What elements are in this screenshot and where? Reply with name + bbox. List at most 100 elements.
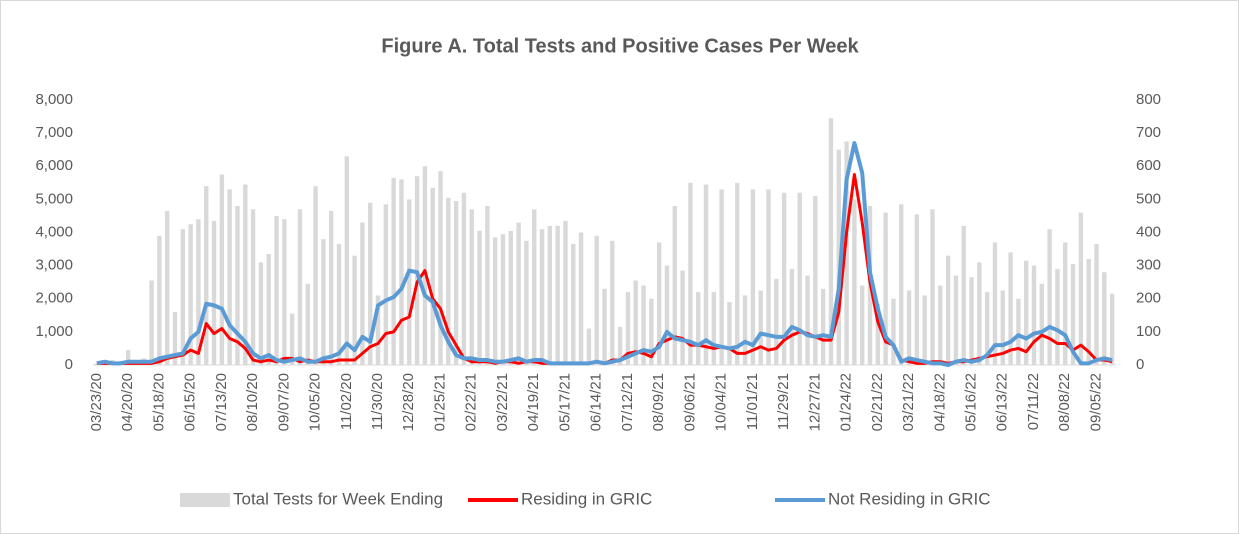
x-tick-label: 09/06/21 bbox=[681, 373, 698, 431]
x-tick-label: 01/24/22 bbox=[838, 373, 855, 431]
bar bbox=[453, 201, 459, 365]
bar bbox=[610, 240, 615, 365]
bar bbox=[758, 290, 763, 365]
x-tick-label: 07/11/22 bbox=[1025, 373, 1042, 430]
bar bbox=[547, 225, 553, 365]
bar bbox=[422, 166, 428, 365]
bar bbox=[1094, 244, 1099, 365]
bar bbox=[297, 209, 303, 365]
bar bbox=[360, 222, 365, 365]
x-tick-label: 10/04/21 bbox=[713, 373, 730, 431]
bar bbox=[813, 196, 818, 365]
bar bbox=[555, 225, 560, 365]
y-tick-label: 6,000 bbox=[35, 157, 73, 174]
bar bbox=[383, 204, 389, 365]
bar bbox=[125, 350, 131, 365]
x-tick-label: 05/17/21 bbox=[556, 373, 573, 431]
bar bbox=[368, 202, 373, 365]
bar bbox=[789, 268, 795, 365]
bar bbox=[500, 234, 506, 365]
y2-tick-label: 800 bbox=[1136, 91, 1161, 108]
chart-title: Figure A. Total Tests and Positive Cases… bbox=[381, 35, 859, 57]
x-tick-label: 08/10/20 bbox=[244, 373, 261, 431]
bar bbox=[688, 182, 693, 365]
bar bbox=[1109, 293, 1115, 365]
bar bbox=[735, 182, 740, 365]
bar bbox=[984, 292, 990, 365]
x-tick-label: 07/12/21 bbox=[619, 373, 636, 431]
bar bbox=[336, 244, 342, 365]
bar bbox=[664, 265, 670, 365]
bar bbox=[774, 278, 779, 365]
bar bbox=[696, 292, 701, 365]
bar bbox=[180, 229, 186, 365]
bar bbox=[196, 219, 201, 365]
bar bbox=[883, 212, 888, 365]
bar bbox=[313, 186, 318, 365]
bar bbox=[352, 255, 357, 365]
bar bbox=[953, 275, 959, 365]
bar bbox=[1008, 252, 1013, 365]
bar bbox=[172, 312, 178, 365]
bar bbox=[407, 199, 412, 365]
bar bbox=[625, 292, 631, 365]
bar bbox=[828, 118, 834, 365]
bar bbox=[961, 225, 966, 365]
x-tick-label: 03/23/20 bbox=[88, 373, 105, 431]
bar bbox=[672, 206, 677, 365]
y2-tick-label: 100 bbox=[1136, 323, 1161, 340]
y2-tick-label: 400 bbox=[1136, 223, 1161, 240]
x-tick-label: 11/29/21 bbox=[775, 373, 792, 430]
x-tick-label: 03/22/21 bbox=[494, 373, 511, 431]
x-tick-label: 11/30/20 bbox=[369, 373, 386, 430]
y-tick-label: 1,000 bbox=[35, 323, 73, 340]
bar bbox=[945, 255, 951, 365]
bar bbox=[899, 204, 904, 365]
bar bbox=[906, 290, 912, 365]
bar bbox=[243, 184, 248, 365]
x-tick-label: 02/21/22 bbox=[869, 373, 886, 431]
bar bbox=[703, 184, 709, 365]
x-tick-label: 11/01/21 bbox=[744, 373, 761, 430]
y-tick-label: 3,000 bbox=[35, 257, 73, 274]
bar bbox=[633, 280, 638, 365]
bar bbox=[1078, 212, 1084, 365]
y-tick-label: 2,000 bbox=[35, 290, 73, 307]
bar bbox=[188, 224, 193, 365]
y-tick-label: 7,000 bbox=[35, 124, 73, 141]
y2-tick-label: 600 bbox=[1136, 157, 1161, 174]
x-tick-label: 06/13/22 bbox=[994, 373, 1011, 431]
bar bbox=[1063, 242, 1068, 365]
bar bbox=[227, 189, 232, 365]
bar bbox=[1039, 283, 1045, 365]
legend-label: Not Residing in GRIC bbox=[828, 489, 991, 508]
bar bbox=[149, 280, 154, 365]
x-tick-label: 08/09/21 bbox=[650, 373, 667, 431]
bar bbox=[344, 156, 349, 365]
bar bbox=[1047, 229, 1052, 365]
bar bbox=[594, 235, 599, 365]
bar bbox=[1055, 268, 1060, 365]
x-tick-label: 01/25/21 bbox=[431, 373, 448, 431]
x-tick-label: 04/20/20 bbox=[119, 373, 136, 431]
bar bbox=[1000, 290, 1005, 365]
bar bbox=[977, 262, 982, 365]
bar bbox=[289, 313, 295, 365]
bar bbox=[571, 244, 576, 365]
bar bbox=[938, 285, 943, 365]
bar bbox=[328, 210, 334, 365]
legend-swatch bbox=[180, 493, 230, 507]
bar bbox=[602, 288, 607, 365]
bar bbox=[469, 209, 474, 365]
y2-tick-label: 500 bbox=[1136, 190, 1161, 207]
x-tick-label: 08/08/22 bbox=[1056, 373, 1073, 431]
bar bbox=[1102, 272, 1107, 365]
bar bbox=[844, 141, 849, 365]
bar bbox=[922, 295, 927, 365]
bar bbox=[516, 222, 521, 365]
bar bbox=[781, 192, 787, 365]
bar bbox=[375, 295, 381, 365]
legend-label: Total Tests for Week Ending bbox=[233, 489, 443, 508]
